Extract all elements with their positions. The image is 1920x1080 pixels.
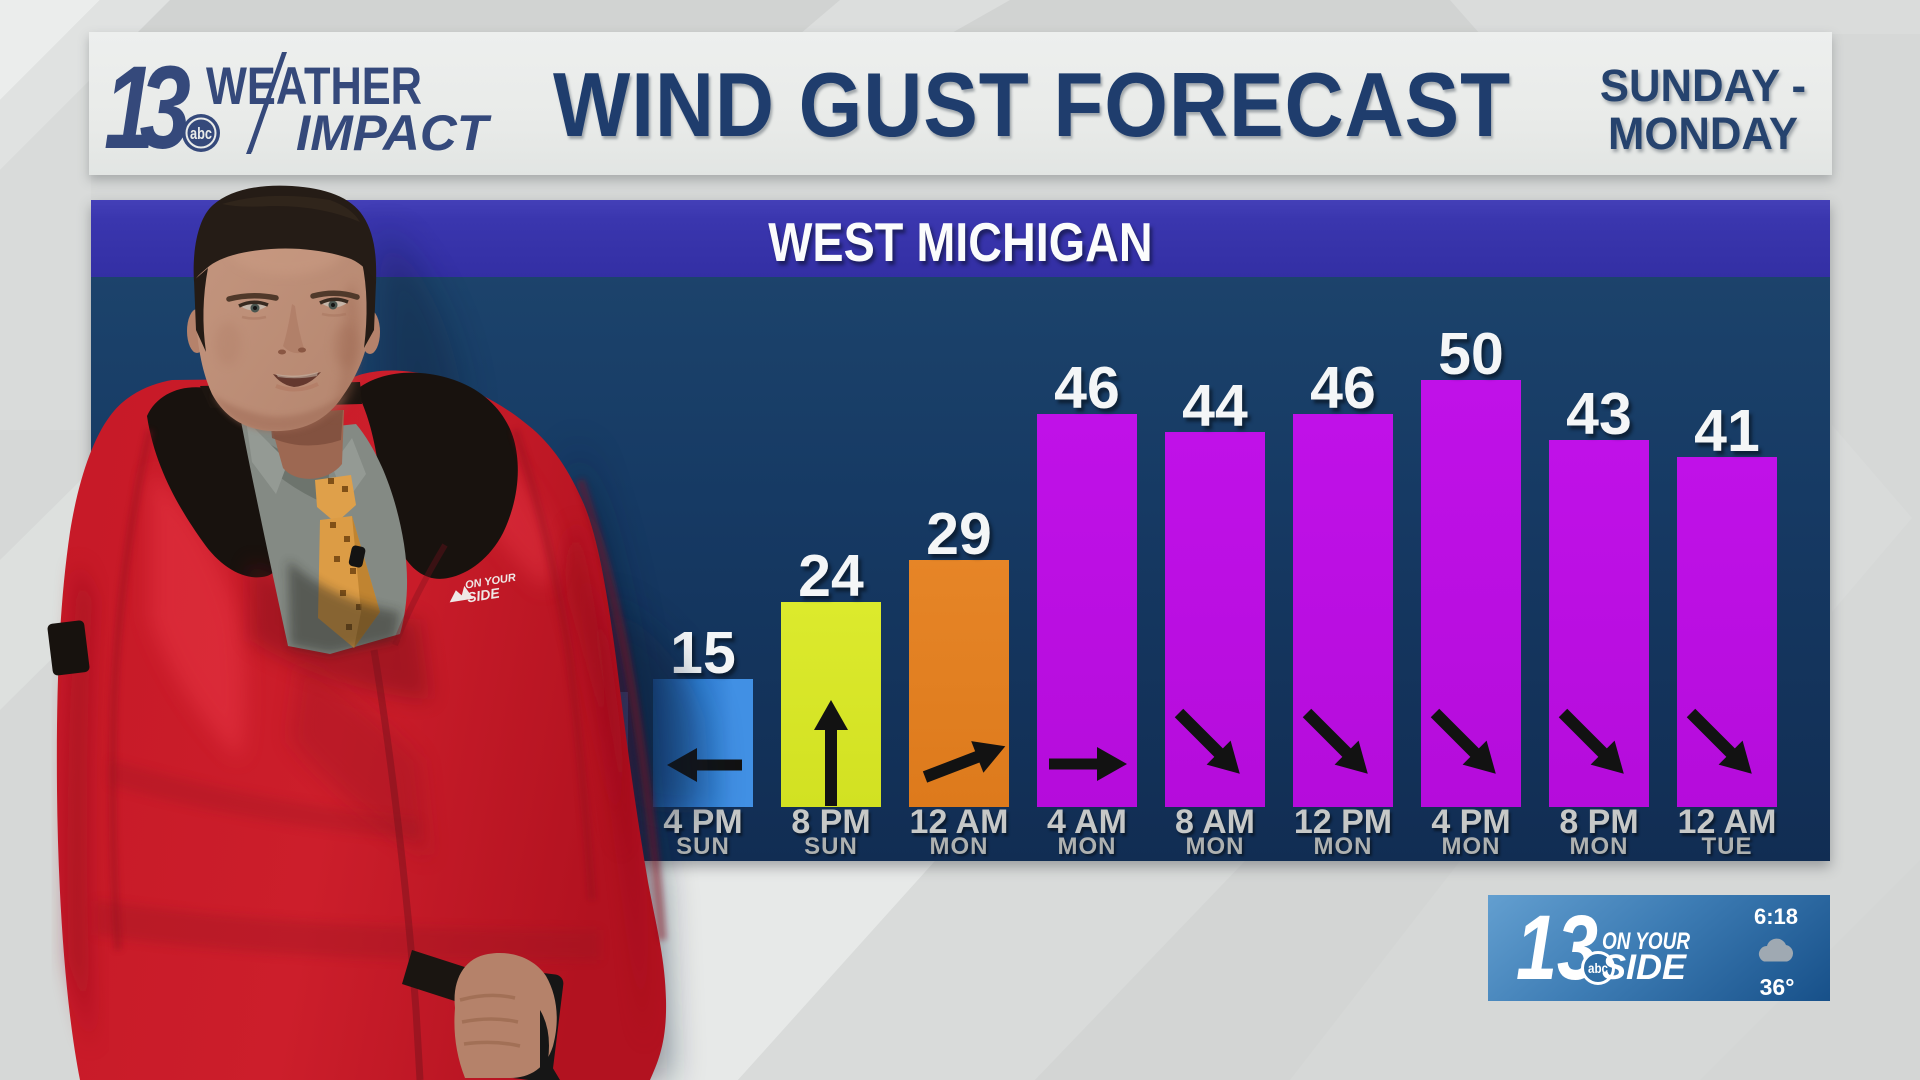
svg-text:6:18: 6:18 <box>1754 904 1798 929</box>
svg-text:abc: abc <box>190 124 212 143</box>
svg-text:IMPACT: IMPACT <box>296 105 493 161</box>
svg-text:SIDE: SIDE <box>466 584 501 605</box>
svg-text:36°: 36° <box>1760 974 1795 1000</box>
svg-text:WEATHER: WEATHER <box>206 57 422 116</box>
svg-text:SIDE: SIDE <box>1602 948 1688 987</box>
svg-text:abc: abc <box>1588 960 1608 976</box>
svg-text:ON YOUR: ON YOUR <box>1602 928 1691 955</box>
svg-text:13: 13 <box>1516 897 1598 999</box>
